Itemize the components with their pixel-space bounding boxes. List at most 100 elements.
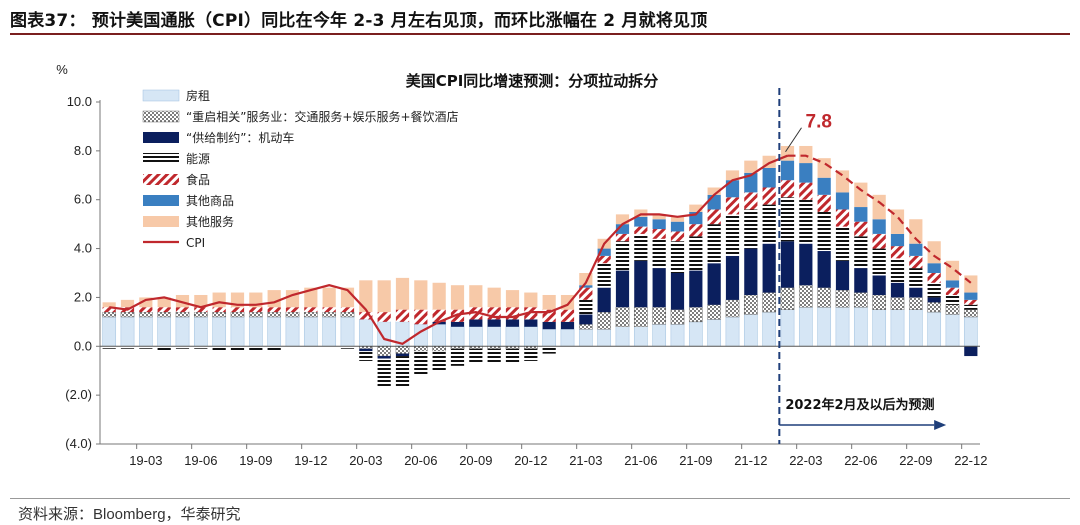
bar-segment <box>927 302 942 313</box>
bar-segment <box>853 292 868 308</box>
bar-segment <box>432 346 447 352</box>
x-tick-label: 21-06 <box>624 453 657 468</box>
x-tick-label: 19-03 <box>129 453 162 468</box>
bar-segment <box>248 311 263 318</box>
bar-segment <box>689 224 703 237</box>
bar-segment <box>762 243 776 293</box>
bar-segment <box>138 311 153 318</box>
bar-segment <box>817 177 831 195</box>
bar-segment <box>322 287 336 308</box>
bar-segment <box>157 346 171 352</box>
bar-segment <box>670 273 685 310</box>
legend-energy-label: 能源 <box>186 152 210 166</box>
bar-segment <box>817 287 832 308</box>
bar-segment <box>267 346 281 352</box>
bar-segment <box>468 326 483 347</box>
bar-segment <box>634 226 648 234</box>
bar-segment <box>469 307 483 320</box>
bar-segment <box>652 306 667 325</box>
bar-segment <box>579 299 593 315</box>
bar-segment <box>248 316 263 347</box>
bar-segment <box>487 348 501 364</box>
bar-segment <box>523 326 538 347</box>
bar-segment <box>652 219 666 230</box>
bar-segment <box>689 270 703 308</box>
bar-segment <box>285 316 300 347</box>
bar-segment <box>725 299 740 318</box>
bar-segment <box>102 346 116 349</box>
bar-segment <box>194 307 208 313</box>
bar-segment <box>579 285 593 288</box>
x-tick-label: 22-12 <box>954 453 987 468</box>
bar-segment <box>450 321 465 327</box>
bar-segment <box>963 309 978 318</box>
bar-segment <box>890 209 905 234</box>
cpi-breakdown-chart: 10.0 8.0 6.0 4.0 2.0 0.0 (2.0) (4.0)% 19-03 19-06… <box>56 62 987 468</box>
bar-segment <box>175 346 190 349</box>
bar-segment <box>432 282 446 310</box>
bar-segment <box>707 209 721 225</box>
x-tick-label: 20-06 <box>404 453 437 468</box>
bar-segment <box>762 292 777 313</box>
bar-segment <box>524 348 538 361</box>
bar-segment <box>945 304 960 315</box>
y-tick-label: (4.0) <box>65 436 92 451</box>
bar-segment <box>267 290 281 308</box>
bar-segment <box>799 163 813 183</box>
bar-segment <box>633 326 648 347</box>
bar-segment <box>835 170 850 193</box>
bar-segment <box>707 194 721 210</box>
bar-segment <box>872 309 887 347</box>
legend-other-services-swatch <box>143 216 179 227</box>
bar-segment <box>615 224 630 234</box>
bar-segment <box>560 321 575 330</box>
legend-reopening-services-swatch <box>142 110 180 123</box>
bar-segment <box>835 306 850 347</box>
legend-motor-vehicles-swatch <box>143 132 179 143</box>
bar-segment <box>212 307 226 313</box>
bar-segment <box>743 294 758 315</box>
bar-segment <box>817 211 831 252</box>
bar-segment <box>597 248 611 256</box>
bar-segment <box>359 312 373 320</box>
legend-rent-swatch <box>142 89 180 102</box>
bar-segment <box>285 307 300 313</box>
legend-food-swatch <box>143 174 179 185</box>
peak-leader-line <box>785 127 802 153</box>
x-tick-label: 20-09 <box>459 453 492 468</box>
bar-segment <box>725 170 740 181</box>
x-tick-label: 22-03 <box>789 453 822 468</box>
bar-segment <box>927 282 941 298</box>
x-tick-label: 19-12 <box>294 453 327 468</box>
y-tick-label: 6.0 <box>74 192 92 207</box>
bar-segment <box>854 236 868 269</box>
bar-segment <box>670 221 685 232</box>
bar-segment <box>945 287 960 295</box>
bar-segment <box>450 326 465 347</box>
bar-segment <box>743 314 758 347</box>
forecast-note: 2022年2月及以后为预测 <box>785 397 934 413</box>
bar-segment <box>780 241 795 288</box>
x-tick-label: 22-06 <box>844 453 877 468</box>
bar-segment <box>817 158 831 178</box>
chart-title: 美国CPI同比增速预测：分项拉动拆分 <box>406 72 659 90</box>
bar-segment <box>652 268 666 308</box>
bar-segment <box>615 241 630 271</box>
bar-segment <box>670 324 685 347</box>
bar-segment <box>597 287 611 313</box>
bar-segment <box>853 306 868 347</box>
y-tick-label: 8.0 <box>74 143 92 158</box>
bar-segment <box>762 167 776 188</box>
bar-segment <box>560 309 575 322</box>
bar-segment <box>395 353 410 357</box>
bar-segment <box>340 346 355 349</box>
bar-segment <box>909 243 923 256</box>
bar-segment <box>890 282 905 298</box>
bar-segment <box>780 160 795 181</box>
bar-segment <box>835 209 850 227</box>
legend-food-label: 食品 <box>186 172 210 187</box>
bar-segment <box>359 348 373 352</box>
bar-segment <box>909 287 923 298</box>
x-tick-label: 20-12 <box>514 453 547 468</box>
bar-segment <box>578 328 593 347</box>
